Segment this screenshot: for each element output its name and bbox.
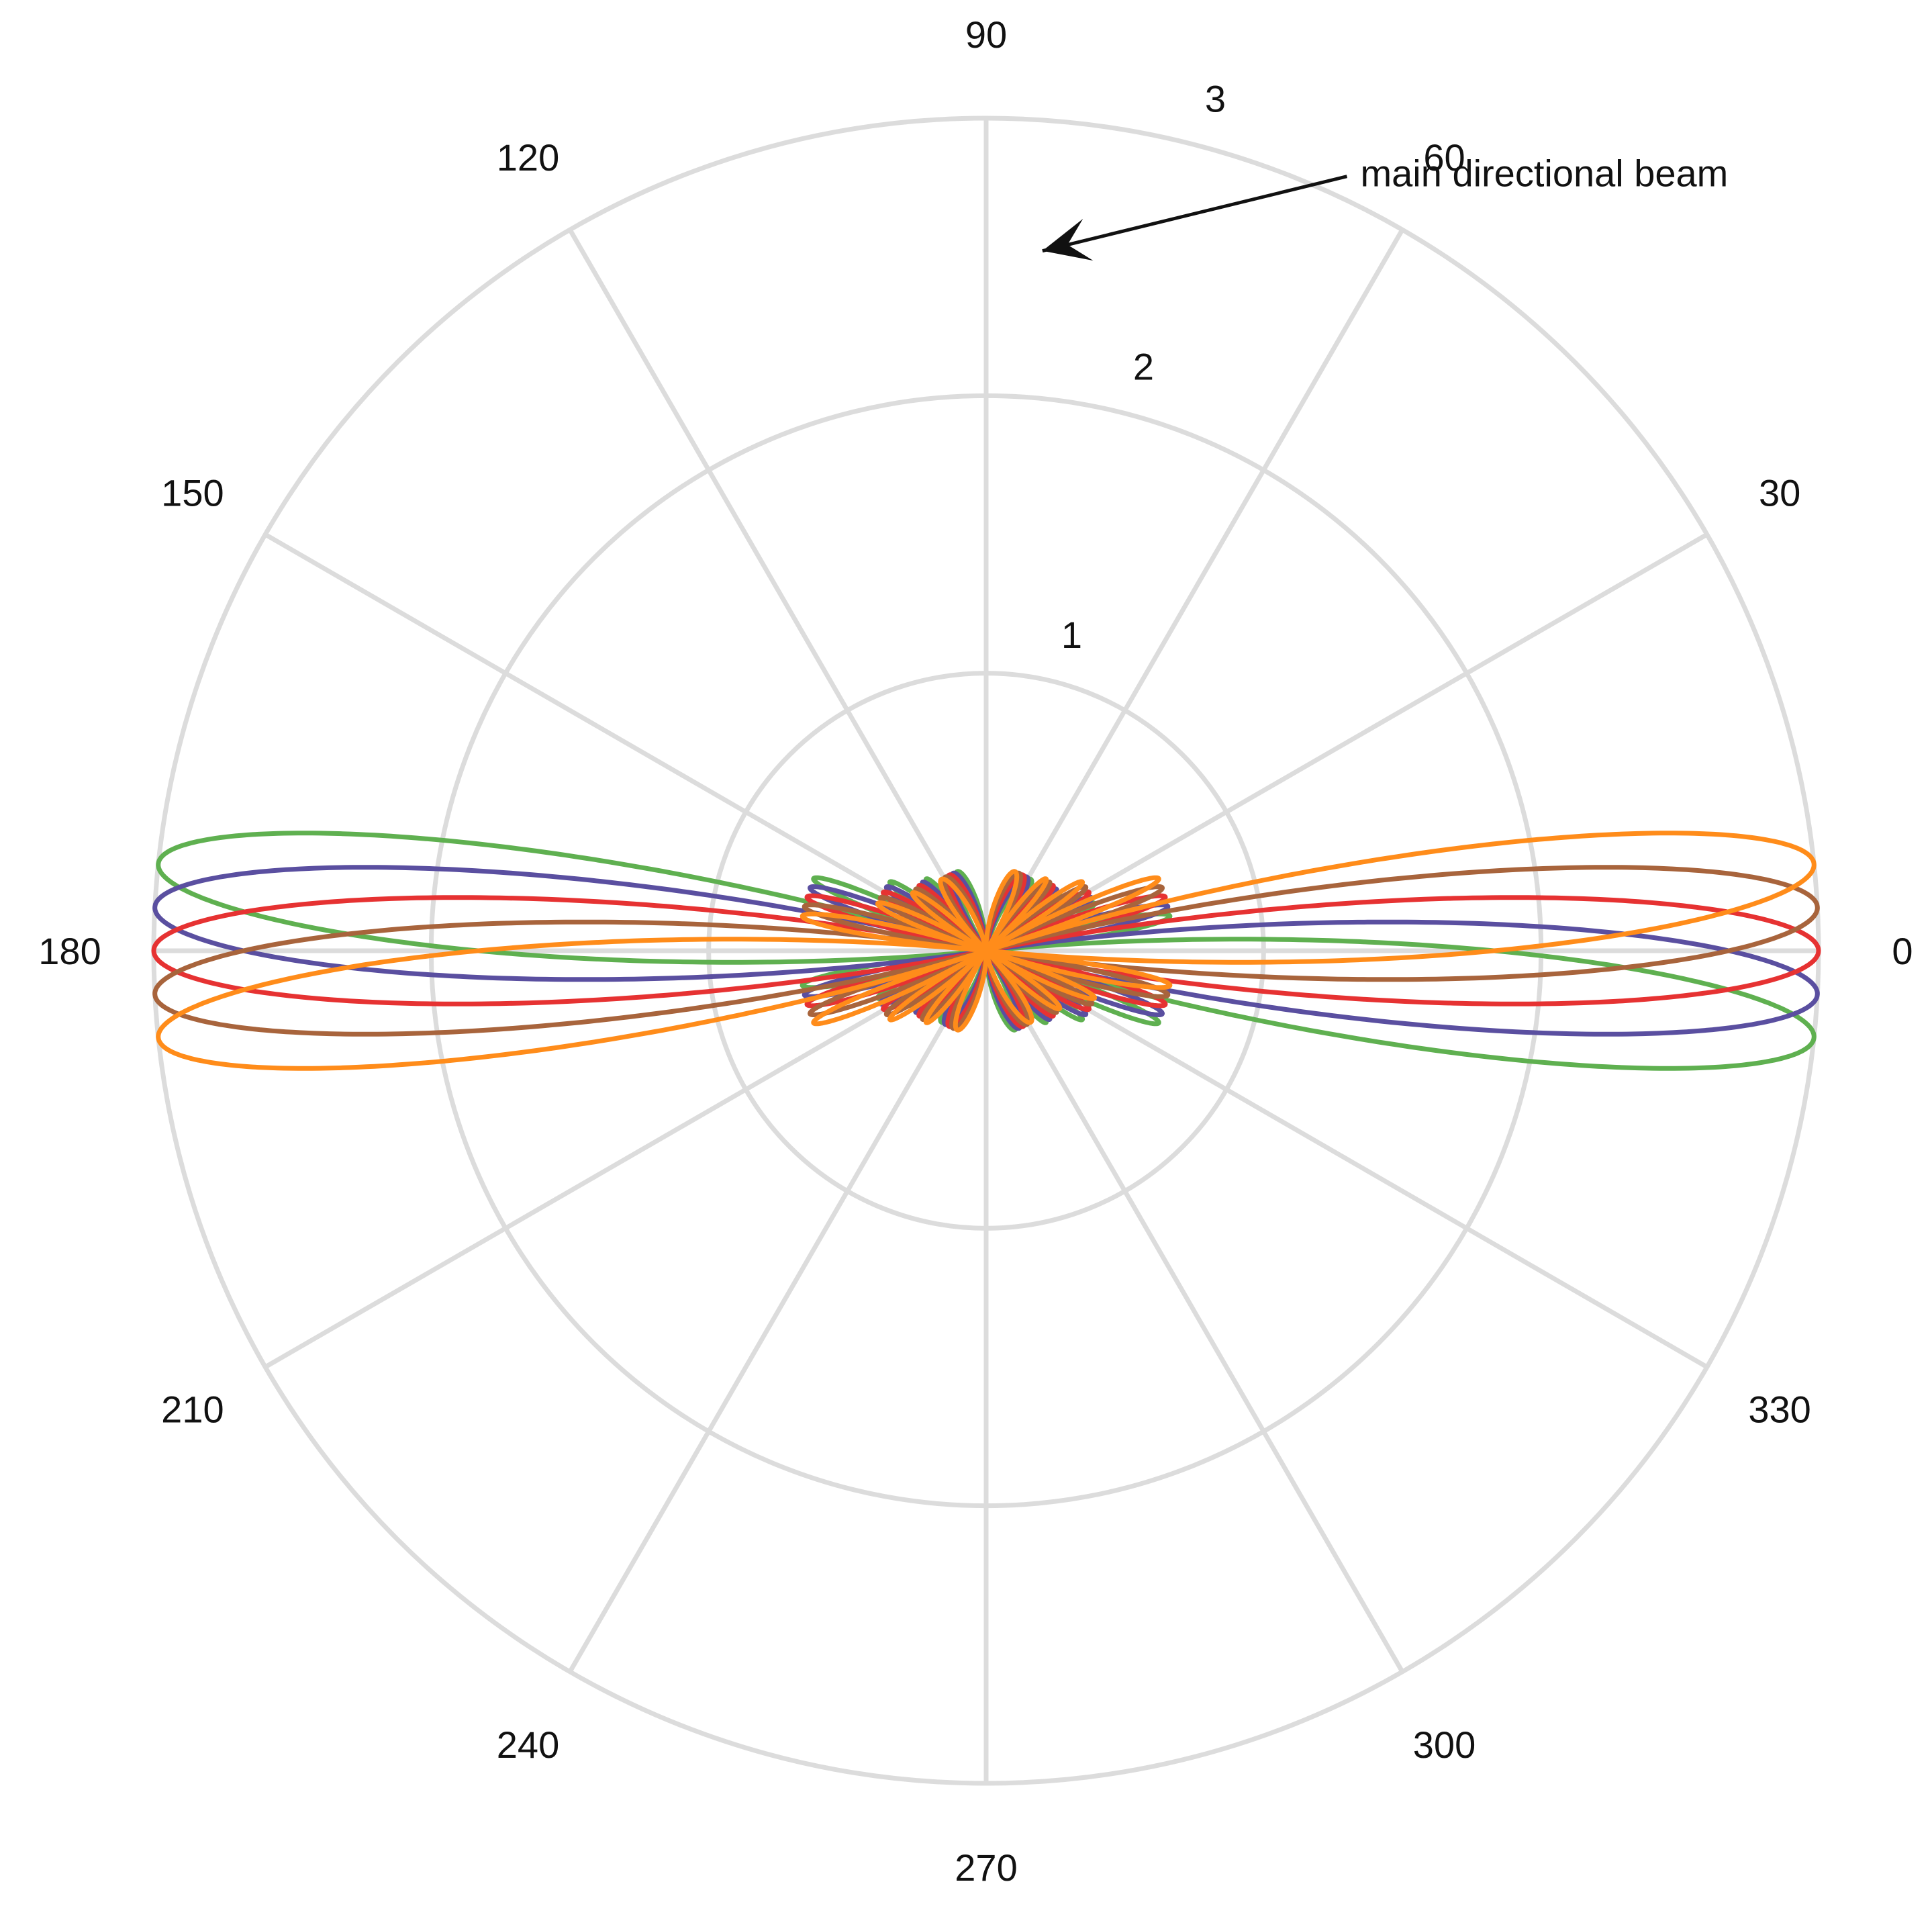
radial-tick-label: 3 [1205, 77, 1226, 120]
polar-grid [151, 115, 1821, 1786]
annotation-text: main directional beam [1361, 152, 1729, 195]
annotation-layer: main directional beam [1042, 152, 1729, 261]
angle-tick-label: 30 [1759, 472, 1800, 514]
grid-spoke-330 [985, 948, 1708, 1370]
angle-tick-label: 270 [955, 1846, 1017, 1889]
angle-tick-label: 120 [497, 136, 559, 179]
beam-series-5 [156, 831, 1817, 1071]
grid-spoke-300 [983, 949, 1405, 1673]
grid-spoke-60 [983, 228, 1405, 952]
label-layer: 0 30 60 90 120 150 180 210 240 270 300 330 1 2 3 [38, 13, 1913, 1889]
angle-tick-label: 90 [965, 13, 1007, 56]
angle-tick-label: 330 [1748, 1389, 1810, 1431]
annotation-arrow-line [1042, 175, 1348, 253]
radial-tick-label: 1 [1061, 614, 1082, 656]
angle-tick-label: 180 [38, 930, 101, 972]
radial-tick-label: 2 [1133, 346, 1154, 388]
angle-tick-label: 0 [1892, 930, 1913, 972]
series-layer [151, 831, 1821, 1071]
grid-spoke-240 [567, 949, 989, 1673]
angle-tick-label: 210 [161, 1389, 224, 1431]
grid-spoke-210 [264, 948, 987, 1370]
beam-series-3 [151, 872, 1821, 1029]
grid-spoke-150 [264, 532, 987, 953]
annotation-arrowhead [1042, 218, 1094, 261]
angle-tick-label: 150 [161, 472, 224, 514]
angle-tick-label: 60 [1423, 136, 1465, 179]
grid-spoke-120 [567, 228, 989, 952]
grid-spoke-30 [985, 532, 1708, 953]
angle-tick-label: 240 [497, 1724, 559, 1766]
angle-tick-label: 300 [1413, 1724, 1476, 1766]
